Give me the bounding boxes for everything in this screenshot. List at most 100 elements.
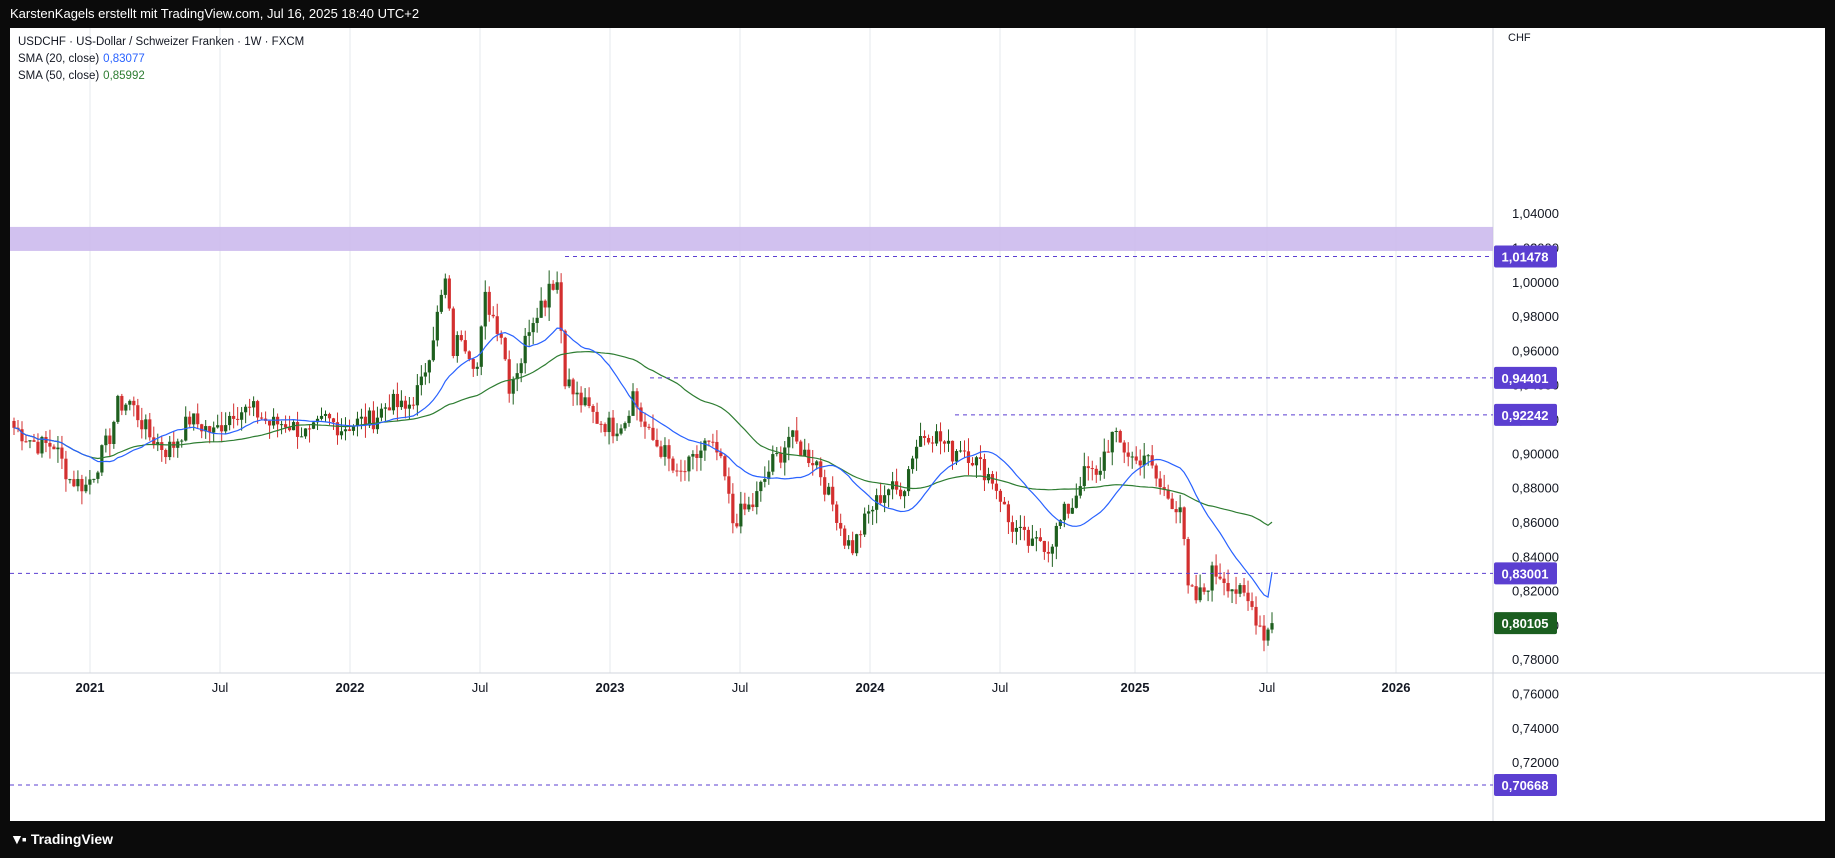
- candle-body: [383, 407, 388, 409]
- candle-body: [631, 391, 635, 416]
- candle-body: [1218, 576, 1222, 579]
- sma50-line: [13, 350, 1273, 527]
- x-tick-label: Jul: [472, 680, 489, 695]
- candle-body: [120, 395, 124, 411]
- y-tick-label: 0,98000: [1512, 309, 1559, 324]
- candle-body: [1210, 565, 1214, 591]
- candle-body: [855, 534, 859, 554]
- candle-body: [747, 504, 751, 510]
- candle-body: [1006, 504, 1011, 523]
- candle-body: [695, 453, 699, 458]
- candle-body: [28, 440, 32, 442]
- sma20-line: [13, 327, 1273, 599]
- candle-body: [244, 406, 248, 413]
- candle-body: [1126, 452, 1130, 457]
- candle-body: [1214, 565, 1218, 577]
- candle-body: [228, 415, 232, 426]
- last-price-tag: [1494, 612, 1557, 635]
- candle-body: [1078, 486, 1082, 496]
- tradingview-brand[interactable]: ▼▪ TradingView: [10, 831, 113, 847]
- candle-body: [671, 458, 675, 471]
- level-price-tag: [1494, 366, 1557, 389]
- candle-body: [1202, 587, 1206, 592]
- candle-body: [399, 400, 403, 408]
- candle-body: [1142, 455, 1146, 466]
- candle-body: [902, 491, 907, 497]
- price-chart[interactable]: 2021 Jul 2022 Jul 2023 Jul 2024 Jul 2025 Jul 2026 0…: [10, 28, 1825, 821]
- candle-body: [719, 452, 723, 457]
- candle-body: [136, 405, 140, 421]
- candle-body: [1118, 430, 1122, 443]
- candle-body: [1070, 507, 1074, 514]
- sma20-legend[interactable]: SMA (20, close) 0,83077: [18, 51, 304, 68]
- sma50-legend[interactable]: SMA (50, close) 0,85992: [18, 68, 304, 85]
- candle-body: [443, 278, 447, 295]
- candle-body: [236, 418, 240, 420]
- chart-area[interactable]: 2021 Jul 2022 Jul 2023 Jul 2024 Jul 2025 Jul 2026 0…: [10, 28, 1825, 821]
- candle-body: [691, 453, 695, 457]
- candle-body: [331, 418, 336, 423]
- x-tick-label: Jul: [212, 680, 229, 695]
- candle-body: [48, 442, 52, 447]
- candle-body: [611, 417, 615, 437]
- x-tick-label: Jul: [732, 680, 749, 695]
- candle-body: [994, 483, 999, 491]
- candle-body: [1266, 629, 1270, 641]
- candle-body: [771, 454, 775, 472]
- candle-body: [1086, 466, 1090, 469]
- candle-body: [319, 415, 324, 419]
- candle-body: [1030, 538, 1034, 546]
- candle-body: [687, 456, 691, 472]
- candle-body: [216, 425, 220, 428]
- candle-body: [451, 308, 455, 356]
- candle-body: [459, 335, 463, 341]
- candle-body: [200, 424, 204, 432]
- candle-body: [1102, 451, 1106, 471]
- candle-body: [898, 489, 903, 497]
- candle-body: [180, 440, 184, 442]
- candle-body: [1026, 529, 1030, 546]
- candle-body: [152, 437, 156, 446]
- candle-body: [723, 456, 727, 477]
- candle-body: [759, 481, 763, 492]
- candle-body: [36, 441, 40, 454]
- y-tick-label: 0,90000: [1512, 446, 1559, 461]
- candle-body: [922, 435, 927, 438]
- candle-body: [1138, 460, 1142, 466]
- candle-body: [843, 528, 847, 546]
- candle-body: [1222, 578, 1226, 584]
- candle-body: [116, 395, 120, 422]
- candle-body: [1182, 507, 1186, 540]
- candle-body: [1166, 489, 1170, 499]
- candle-body: [839, 522, 843, 529]
- candle-body: [551, 283, 555, 290]
- candle-body: [88, 479, 92, 485]
- candle-body: [619, 428, 623, 434]
- candle-body: [64, 458, 68, 480]
- candle-body: [164, 449, 168, 458]
- candle-body: [1158, 478, 1162, 488]
- candle-body: [431, 340, 435, 361]
- candle-body: [539, 300, 543, 318]
- candle-body: [1018, 526, 1022, 528]
- candle-body: [811, 463, 815, 466]
- candle-body: [208, 426, 212, 433]
- candle-body: [1090, 468, 1094, 470]
- x-tick-label: 2023: [596, 680, 625, 695]
- candle-body: [727, 476, 731, 494]
- candle-body: [799, 441, 803, 457]
- candle-body: [80, 478, 84, 492]
- candle-body: [363, 416, 368, 426]
- symbol-line[interactable]: USDCHF · US-Dollar / Schweizer Franken ·…: [18, 36, 305, 48]
- candle-body: [791, 430, 795, 437]
- candle-body: [715, 441, 719, 453]
- candle-body: [24, 441, 28, 443]
- candle-body: [1074, 495, 1078, 508]
- candle-body: [1162, 487, 1166, 490]
- candle-body: [567, 379, 571, 387]
- candle-body: [12, 420, 16, 428]
- candle-body: [92, 478, 96, 480]
- candle-body: [327, 413, 332, 419]
- candle-body: [72, 479, 76, 487]
- candle-body: [942, 441, 947, 444]
